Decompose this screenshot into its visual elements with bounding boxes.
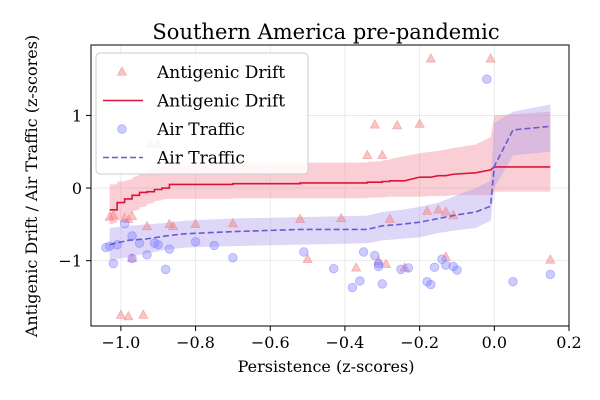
air-traffic-point (358, 247, 369, 257)
legend-label: Antigenic Drift (156, 92, 285, 112)
drift-point (126, 252, 138, 263)
drift-point (350, 262, 362, 272)
legend-label: Air Traffic (156, 149, 245, 169)
air-traffic-point (373, 258, 384, 269)
air-traffic-point (448, 261, 458, 272)
drift-point (545, 254, 556, 264)
air-traffic-point (108, 258, 119, 269)
air-traffic-point (299, 247, 309, 257)
drift-point (392, 119, 403, 130)
air-traffic-point (508, 277, 518, 287)
drift-point (302, 253, 313, 263)
drift-point (104, 211, 115, 221)
drift-point (425, 52, 437, 63)
confidence-bands (109, 104, 551, 261)
air-traffic-point (441, 260, 451, 270)
plot-frame (90, 44, 570, 327)
x-tick-label: −0.8 (176, 333, 215, 352)
drift-point (294, 213, 306, 223)
air-traffic-point (396, 264, 406, 275)
y-tick-label: 0 (72, 179, 82, 198)
air-traffic-point (190, 237, 201, 247)
x-axis-label: Persistence (z-scores) (238, 357, 415, 376)
axis-ticks: −1.0 −0.8 −0.6 −0.4 −0.2 0.0 0.2 −1 0 1 (58, 106, 581, 352)
drift-point (440, 206, 451, 216)
drift-point (433, 203, 444, 214)
air-traffic-point (426, 279, 436, 290)
air-traffic-trend-line (109, 125, 551, 246)
air-traffic-confidence-band (109, 104, 551, 261)
drift-point (384, 213, 395, 223)
legend-air-traffic-marker (117, 124, 127, 134)
drift-point (126, 210, 138, 221)
y-tick-label: −1 (58, 252, 82, 271)
drift-trend-line (109, 166, 551, 211)
y-axis-label: Antigenic Drift / Air Traffic (z-scores) (22, 35, 41, 338)
air-traffic-point (142, 250, 152, 260)
air-traffic-point (127, 231, 137, 241)
x-tick-label: 0.2 (556, 333, 581, 352)
drift-point (369, 119, 380, 129)
air-traffic-point (373, 261, 384, 272)
trend-lines (109, 125, 551, 246)
x-tick-label: −0.6 (251, 333, 290, 352)
air-traffic-point (228, 253, 238, 263)
drift-point (414, 118, 425, 128)
drift-point (421, 205, 433, 215)
air-traffic-point (164, 244, 175, 254)
drift-point (380, 258, 392, 268)
drift-point (167, 220, 179, 231)
air-traffic-point (452, 265, 462, 275)
drift-point (108, 209, 119, 220)
air-traffic-point (370, 250, 380, 261)
drift-point (190, 218, 201, 228)
x-tick-label: −0.2 (400, 333, 439, 352)
air-traffic-point (160, 264, 171, 275)
chart-title: Southern America pre-pandemic (152, 20, 499, 44)
air-traffic-point (347, 282, 358, 293)
drift-point (141, 220, 153, 231)
drift-point (362, 149, 373, 160)
air-traffic-point (429, 262, 440, 272)
x-tick-label: 0.0 (482, 333, 507, 352)
air-traffic-point (403, 263, 414, 273)
drift-confidence-band (109, 111, 551, 225)
x-tick-label: −1.0 (101, 333, 140, 352)
legend-drift-marker (116, 66, 128, 76)
air-traffic-point (377, 279, 387, 289)
y-tick-label: 1 (72, 106, 82, 125)
drift-point (485, 52, 496, 63)
air-traffic-point (329, 263, 339, 274)
air-traffic-point (355, 276, 365, 286)
drift-point (377, 149, 388, 160)
air-traffic-point (482, 74, 492, 84)
air-traffic-point (127, 253, 137, 264)
scatter-points (101, 52, 556, 321)
legend-box (95, 52, 309, 175)
drift-point (115, 309, 127, 319)
air-traffic-point (545, 269, 556, 280)
legend: Antigenic Drift Antigenic Drift Air Traffi… (95, 52, 309, 175)
air-traffic-point (153, 239, 163, 250)
legend-label: Antigenic Drift (156, 63, 285, 83)
drift-point (336, 212, 347, 223)
air-traffic-point (119, 218, 130, 229)
drift-point (440, 251, 451, 261)
drift-point (138, 309, 149, 319)
air-traffic-point (422, 277, 432, 287)
air-traffic-point (209, 240, 219, 251)
legend-label: Air Traffic (156, 120, 245, 140)
drift-point (227, 217, 239, 228)
drift-point (123, 310, 134, 321)
x-tick-label: −0.4 (326, 333, 365, 352)
